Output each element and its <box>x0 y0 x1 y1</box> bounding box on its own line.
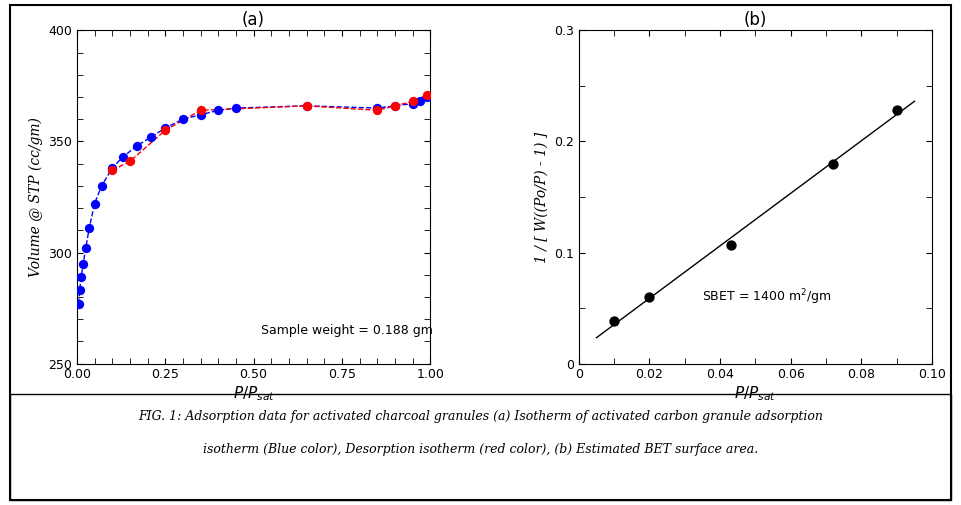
Point <box>193 106 209 114</box>
X-axis label: $\it{P/P_{sat}}$: $\it{P/P_{sat}}$ <box>233 384 275 403</box>
Point <box>299 102 314 110</box>
Point <box>370 104 385 112</box>
Point <box>723 241 738 249</box>
Title: (b): (b) <box>744 11 767 29</box>
Point <box>412 97 428 106</box>
Text: Sample weight = 0.188 gm: Sample weight = 0.188 gm <box>260 324 432 337</box>
Point <box>419 91 434 99</box>
Point <box>105 164 120 172</box>
Point <box>143 133 159 141</box>
Text: isotherm (Blue color), Desorption isotherm (red color), (b) Estimated BET surfac: isotherm (Blue color), Desorption isothe… <box>203 443 758 456</box>
Point <box>71 299 86 308</box>
Point <box>122 158 137 166</box>
Text: SBET = 1400 m$^2$/gm: SBET = 1400 m$^2$/gm <box>702 287 832 307</box>
Y-axis label: 1 / [ W((Po/P) - 1) ]: 1 / [ W((Po/P) - 1) ] <box>534 131 549 263</box>
Point <box>94 182 110 190</box>
Point <box>175 115 190 123</box>
X-axis label: $\it{P/P_{sat}}$: $\it{P/P_{sat}}$ <box>734 384 776 403</box>
Point <box>158 126 173 134</box>
Point <box>889 106 904 114</box>
Point <box>105 166 120 174</box>
Point <box>370 106 385 114</box>
Point <box>86 199 102 208</box>
Point <box>210 106 226 114</box>
Point <box>82 224 97 232</box>
Point <box>419 93 434 101</box>
Point <box>158 124 173 132</box>
Point <box>115 153 131 161</box>
Point <box>387 102 403 110</box>
Point <box>78 244 93 252</box>
Point <box>130 142 145 150</box>
Point <box>642 293 657 301</box>
Point <box>73 273 88 281</box>
Point <box>405 97 420 106</box>
Point <box>825 160 841 168</box>
Point <box>606 317 622 325</box>
Point <box>76 260 91 268</box>
Point <box>72 286 87 294</box>
Point <box>193 111 209 119</box>
Point <box>228 104 243 112</box>
Text: FIG. 1: Adsorption data for activated charcoal granules (a) Isotherm of activate: FIG. 1: Adsorption data for activated ch… <box>138 410 823 423</box>
Point <box>387 102 403 110</box>
Y-axis label: Volume @ STP (cc/gm): Volume @ STP (cc/gm) <box>28 117 42 277</box>
Point <box>299 102 314 110</box>
Point <box>405 99 420 108</box>
Title: (a): (a) <box>242 11 265 29</box>
